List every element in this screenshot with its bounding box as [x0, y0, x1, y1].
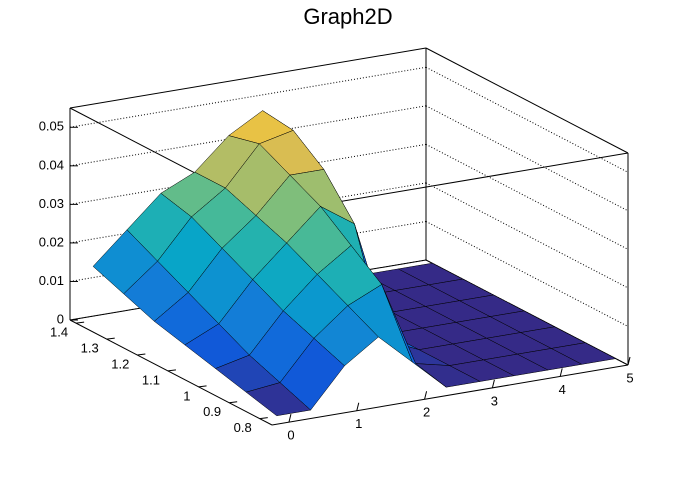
tick-mark	[137, 353, 146, 356]
tick-mark	[356, 402, 360, 411]
tick-mark	[288, 414, 292, 423]
tick-mark	[491, 379, 495, 388]
tick-mark	[559, 368, 563, 377]
z-tick-label: 0.01	[39, 273, 64, 288]
grid-line	[425, 143, 629, 250]
x-axis	[271, 364, 629, 426]
y-tick-label: 1.3	[81, 341, 99, 356]
box-edge	[69, 47, 427, 109]
z-tick-label: 0.02	[39, 234, 64, 249]
grid-line	[425, 182, 629, 289]
y-tick-label: 0.8	[234, 420, 252, 435]
x-tick-label: 2	[423, 405, 430, 420]
y-tick-label: 1.1	[142, 372, 160, 387]
z-tick-label: 0	[57, 311, 64, 326]
x-tick-label: 5	[626, 370, 633, 385]
y-tick-label: 1	[183, 388, 190, 403]
grid-line	[425, 105, 629, 212]
y-tick-label: 1.2	[111, 356, 129, 371]
z-tick-label: 0.04	[39, 157, 64, 172]
grid-line	[425, 66, 629, 173]
tick-mark	[627, 356, 631, 366]
surface-cell	[245, 382, 312, 417]
tick-mark	[76, 321, 85, 324]
y-axis	[69, 319, 273, 426]
y-tick-label: 1.4	[50, 325, 68, 340]
x-tick-label: 0	[287, 428, 294, 443]
tick-mark	[229, 401, 238, 404]
tick-mark	[198, 385, 207, 388]
x-tick-label: 3	[491, 393, 498, 408]
chart-title: Graph2D	[303, 4, 392, 29]
x-tick-label: 1	[355, 416, 362, 431]
tick-mark	[106, 337, 115, 340]
grid-line	[425, 221, 629, 327]
grid-line	[69, 66, 427, 128]
tick-mark	[424, 391, 428, 400]
tick-mark	[167, 369, 177, 372]
z-tick-label: 0.03	[39, 196, 64, 211]
x-tick-label: 4	[559, 382, 566, 397]
z-tick-label: 0.05	[39, 119, 64, 134]
box-edge	[425, 47, 629, 154]
y-tick-label: 0.9	[203, 404, 221, 419]
tick-mark	[259, 417, 268, 420]
